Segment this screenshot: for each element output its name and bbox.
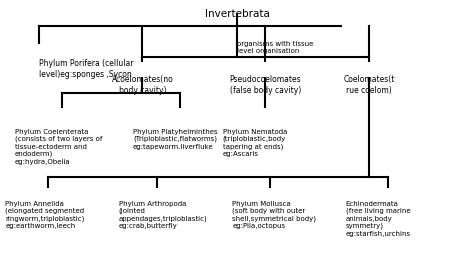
Text: Phylum Nematoda
(triploblastic,body
tapering at ends)
eg:Ascaris: Phylum Nematoda (triploblastic,body tape…: [223, 129, 287, 157]
Text: Phylum Arthropoda
(jointed
appendages,triploblastic)
eg:crab,butterfly: Phylum Arthropoda (jointed appendages,tr…: [119, 201, 208, 229]
Text: Phylum Porifera (cellular
level)eg:sponges ,Sycon: Phylum Porifera (cellular level)eg:spong…: [38, 59, 133, 79]
Text: Phylum Platyhelminthes
(Triploblastic,flatworms)
eg:tapeworm.liverfluke: Phylum Platyhelminthes (Triploblastic,fl…: [133, 129, 218, 150]
Text: Phylum Annelida
(elongated segmented
ringworm,triploblastic)
eg:earthworm,leech: Phylum Annelida (elongated segmented rin…: [5, 201, 85, 229]
Text: Echinodermata
(free living marine
animals,body
symmetry)
eg:starfish,urchins: Echinodermata (free living marine animal…: [346, 201, 411, 237]
Text: Pseudocoelomates
(false body cavity): Pseudocoelomates (false body cavity): [229, 75, 301, 95]
Text: Phylum Coelenterata
(consists of two layers of
tissue-ectoderm and
endoderm)
eg:: Phylum Coelenterata (consists of two lay…: [15, 129, 102, 165]
Text: Invertebrata: Invertebrata: [205, 9, 269, 19]
Text: Phylum Mollusca
(soft body with outer
shell,symmetrical body)
eg:Pila,octopus: Phylum Mollusca (soft body with outer sh…: [232, 201, 316, 229]
Text: Acoelomates(no
body cavity): Acoelomates(no body cavity): [111, 75, 173, 95]
Text: Coelomates(t
rue coelom): Coelomates(t rue coelom): [344, 75, 395, 95]
Text: organisms with tissue
level organisation: organisms with tissue level organisation: [237, 41, 313, 54]
